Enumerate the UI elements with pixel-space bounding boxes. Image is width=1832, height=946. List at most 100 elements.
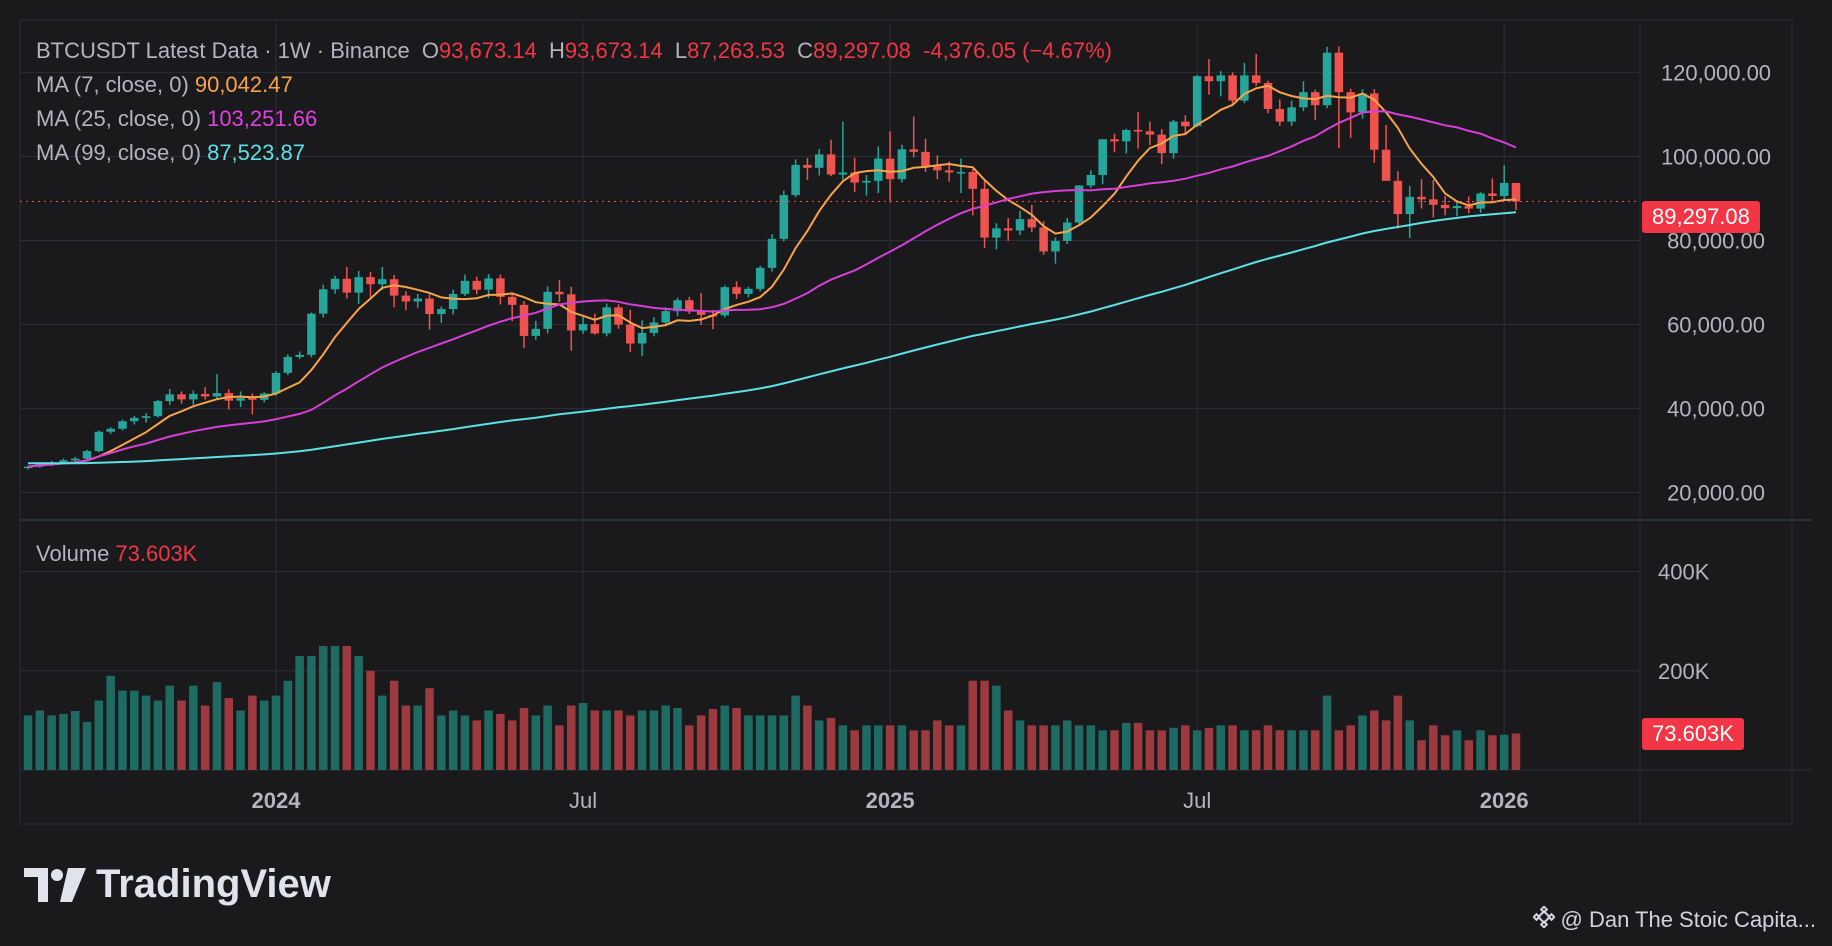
last-price-tag: 89,297.08 [1642,201,1760,233]
volume-bar [685,725,694,770]
candle-body [354,277,363,293]
volume-bar [496,713,505,770]
candle-body [271,372,281,394]
candle-body [1346,92,1355,113]
volume-bar [696,715,706,770]
volume-bar [1204,727,1214,770]
volume-bar [165,685,174,770]
volume-bar [484,710,493,770]
candle-body [862,180,871,183]
volume-bar [212,682,222,770]
candle-body [744,288,753,294]
candle-body [590,324,600,334]
volume-bar [862,725,871,770]
volume-bar [425,688,434,770]
volume-bar [874,725,883,770]
candle-body [1417,196,1426,200]
candle-body [342,278,352,293]
volume-bar [1240,730,1249,770]
candle-body [1015,219,1025,231]
legend-ma99[interactable]: MA (99, close, 0) 87,523.87 [36,140,311,166]
legend-ma25[interactable]: MA (25, close, 0) 103,251.66 [36,106,323,132]
candle-body [177,394,186,400]
candle-body [448,293,458,310]
tradingview-logo[interactable]: TradingView [24,862,331,907]
candle-body [720,287,730,316]
candle-body [366,277,375,285]
volume-bar [413,705,422,770]
low-label: L [674,38,688,63]
volume-bar [555,725,564,770]
candle-body [212,393,222,397]
candle-body [897,149,907,180]
ma7-line [27,84,1517,468]
volume-bar [366,670,375,770]
volume-bar [614,710,623,770]
credit-text: @ Dan The Stoic Capita... [1560,907,1817,932]
volume-bar [130,690,139,770]
volume-bar [602,710,611,770]
candle-body [1511,182,1521,202]
volume-bar [1358,715,1367,770]
volume-bar [283,680,293,770]
legend-ohlc: BTCUSDT Latest Data · 1W · Binance O93,6… [36,38,1118,64]
volume-bar [1181,725,1190,770]
candle-body [248,398,257,400]
volume-value: 73.603K [115,541,198,566]
candle-body [767,238,777,268]
volume-bar [1062,720,1072,770]
candle-body [460,280,470,294]
volume-bar [94,700,104,770]
candle-body [141,416,151,418]
volume-bar [1110,730,1119,770]
volume-bar [153,700,163,770]
candle-body [1122,130,1131,142]
volume-bar [1429,725,1438,770]
volume-bar [1452,730,1462,770]
candle-body [1240,75,1249,101]
candle-body [1334,52,1344,93]
candle-body [1370,93,1379,150]
candle-body [413,298,422,302]
candle-body [673,300,682,312]
volume-bar [1157,730,1166,770]
candle-body [1405,196,1414,215]
volume-bar [472,720,482,770]
volume-bar [342,646,352,770]
volume-bar [448,710,458,770]
volume-bar [1346,725,1355,770]
candle-body [968,172,978,189]
volume-bar [814,720,824,770]
volume-bar [378,695,387,770]
credit-line[interactable]: @ Dan The Stoic Capita... [1531,905,1817,934]
candle-body [1074,185,1084,223]
candle-body [826,154,836,175]
candle-body [1299,92,1308,108]
time-tick-label: 2025 [866,788,915,813]
volume-bar [1122,722,1131,770]
volume-bar [401,705,411,770]
last-volume-tag: 73.603K [1642,718,1744,750]
candle-body [1322,52,1332,106]
candle-body [1027,219,1037,228]
candle-body [1263,82,1273,109]
candle-body [661,311,670,323]
candle-body [909,149,918,152]
volume-bar [1169,727,1178,770]
candle-body [933,166,942,171]
candle-body [189,393,198,400]
legend-ma7[interactable]: MA (7, close, 0) 90,042.47 [36,72,299,98]
candle-body [130,417,139,422]
legend-volume[interactable]: Volume 73.603K [36,541,203,567]
volume-bar [1228,725,1237,770]
candle-body [1003,228,1013,231]
volume-bar [767,715,777,770]
volume-bar [1027,725,1037,770]
candle-body [295,354,304,357]
volume-bar [106,675,115,770]
volume-bar [531,715,541,770]
candle-body [401,295,411,302]
volume-bar [1417,740,1426,770]
candle-body [956,172,966,174]
